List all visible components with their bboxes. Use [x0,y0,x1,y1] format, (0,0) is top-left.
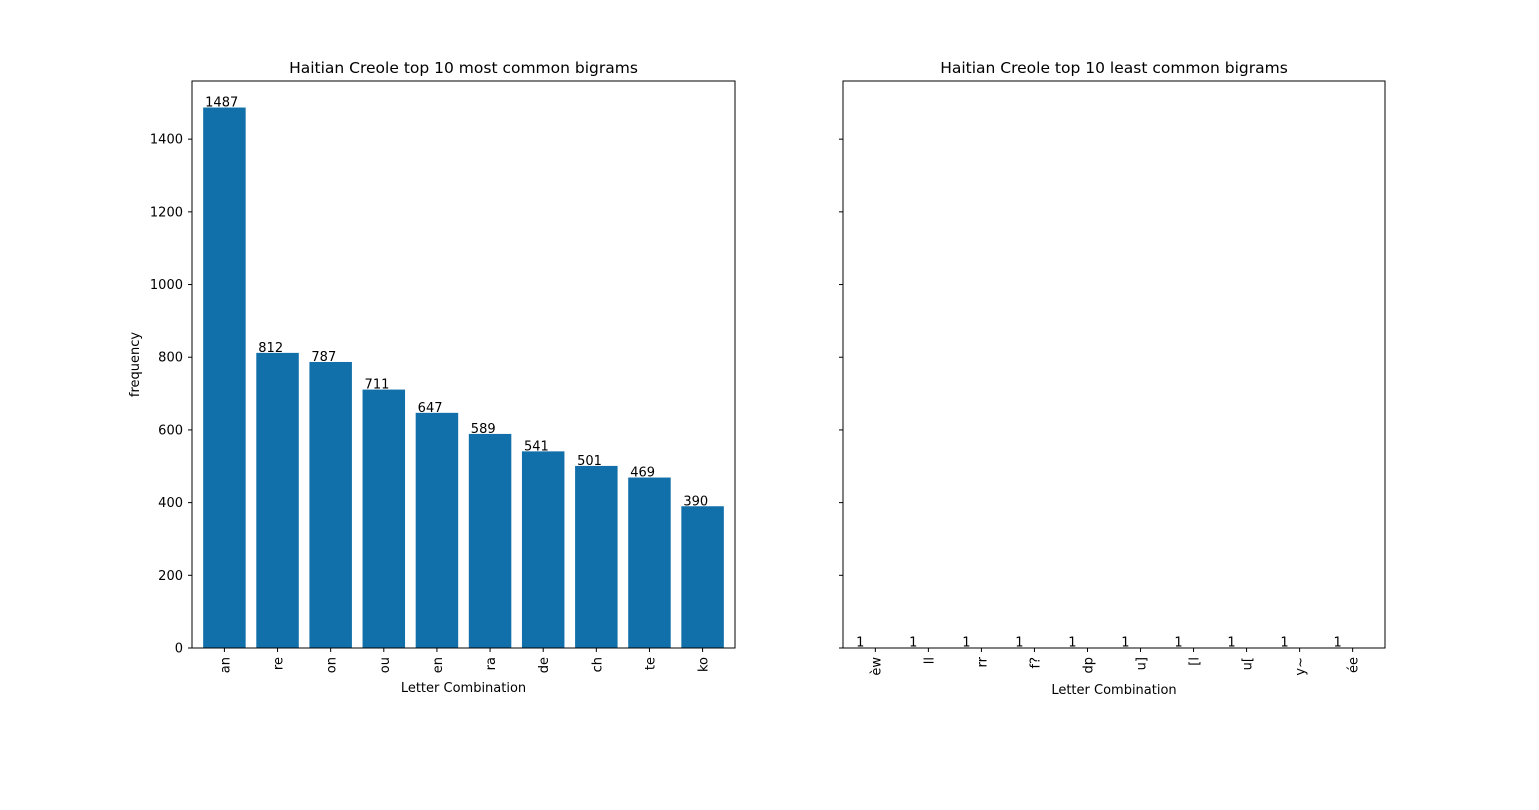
y-tick-label: 1200 [150,205,183,220]
x-tick-label: ch [590,657,605,672]
y-tick-label: 400 [158,496,183,511]
bar-ko [681,506,724,648]
x-tick-label: te [643,657,658,670]
bar-ra [468,433,512,648]
data-label: 390 [683,494,708,509]
data-label: 1 [1280,636,1288,651]
x-tick-label: ko [697,657,712,672]
x-tick-label: on [325,657,340,673]
y-tick-label: 1000 [150,278,183,293]
bar-te [628,477,671,648]
x-tick-label: de [537,657,552,673]
bar-en [415,412,459,648]
data-label: 1487 [205,96,238,111]
x-tick-label: u] [1135,657,1150,670]
y-tick-label: 200 [158,569,183,584]
chart-least-common: 1 èw 1 ll 1 rr 1 f? 1 dp 1 u] 1 [l 1 u[ 1 y~ 1 ée Haitian Cr… [839,59,1386,698]
data-label: 1 [1333,636,1341,651]
data-label: 1 [1174,636,1182,651]
x-tick-label: ou [378,657,393,673]
x-tick-label: dp [1081,657,1096,674]
bar-de [521,451,565,648]
data-label: 1 [1227,636,1235,651]
x-tick-label: re [272,657,287,670]
data-label: 711 [365,378,390,393]
x-tick-label: èw [869,657,884,676]
x-tick-label: f? [1028,657,1043,668]
chart-title: Haitian Creole top 10 most common bigram… [289,59,638,77]
data-label: 501 [577,454,602,469]
y-tick-label: 800 [158,351,183,366]
x-tick-label: u[ [1241,657,1256,670]
data-label: 469 [630,466,655,481]
bar-ch [575,465,618,648]
data-label: 1 [909,636,917,651]
x-tick-label: y~ [1294,657,1309,676]
x-tick-label: en [431,657,446,673]
bar-re [256,352,299,648]
y-tick-label: 0 [175,642,183,657]
x-tick-label: an [218,657,233,673]
data-label: 1 [962,636,970,651]
chart-most-common: 1487 an 812 re 787 on 711 ou 647 en 589 ra 541 de 501 c… [128,59,736,696]
data-label: 589 [471,422,496,437]
x-axis-label: Letter Combination [401,681,526,696]
x-tick-label: ée [1347,657,1362,673]
data-label: 1 [1121,636,1129,651]
data-label: 1 [856,636,864,651]
data-label: 812 [258,341,283,356]
y-axis-label: frequency [128,332,143,398]
x-tick-label: ll [922,657,937,664]
x-tick-label: [l [1188,657,1203,666]
data-label: 541 [524,439,549,454]
bar-on [309,361,352,648]
data-label: 647 [418,401,443,416]
plot-frame [191,80,736,649]
x-tick-label: rr [975,656,990,667]
data-label: 1 [1015,636,1023,651]
chart-title: Haitian Creole top 10 least common bigra… [940,59,1288,77]
x-tick-label: ra [484,657,499,670]
y-tick-label: 600 [158,423,183,438]
data-label: 1 [1068,636,1076,651]
data-label: 787 [311,350,336,365]
y-tick-label: 1400 [150,133,183,148]
bar-an [203,107,246,648]
bar-ou [362,389,406,648]
plot-frame [842,80,1386,649]
x-axis-label: Letter Combination [1051,683,1176,698]
